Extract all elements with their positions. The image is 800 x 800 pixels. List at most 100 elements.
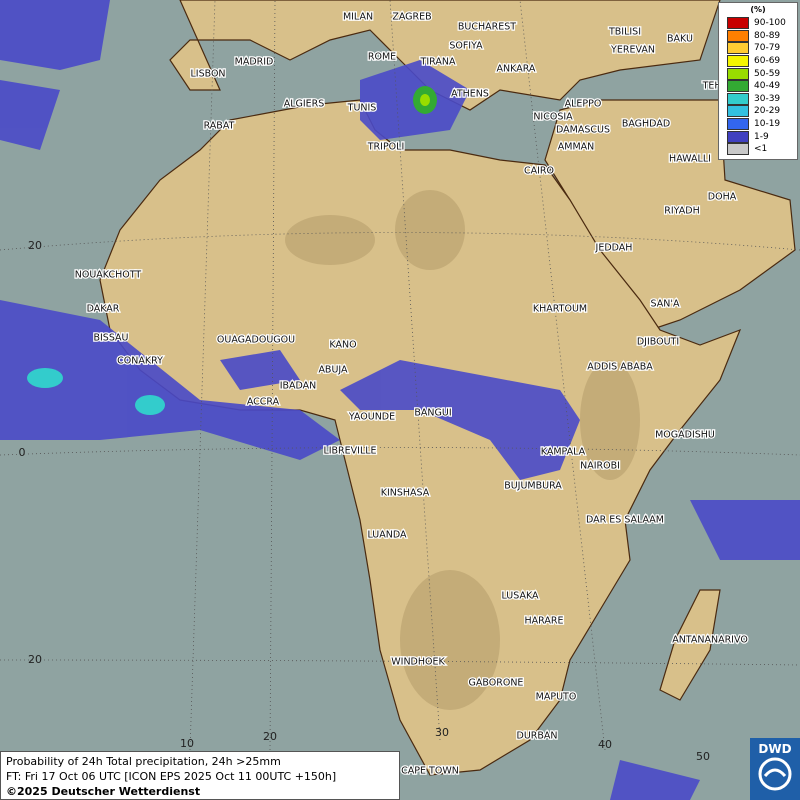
legend-swatch bbox=[727, 105, 749, 118]
legend-item: 70-79 bbox=[719, 42, 797, 55]
legend-swatch bbox=[727, 143, 749, 156]
legend-item: 60-69 bbox=[719, 55, 797, 68]
legend-item: 20-29 bbox=[719, 105, 797, 118]
city-label: RABAT bbox=[204, 121, 235, 132]
legend-swatch bbox=[727, 118, 749, 131]
city-label: KINSHASA bbox=[381, 488, 430, 499]
city-label: SOFIYA bbox=[449, 41, 483, 52]
city-label: ANTANANARIVO bbox=[672, 635, 748, 646]
legend-swatch bbox=[727, 29, 749, 42]
city-label: ACCRA bbox=[247, 397, 280, 408]
terrain bbox=[285, 190, 640, 710]
caption-line: ©2025 Deutscher Wetterdienst bbox=[6, 785, 201, 798]
city-label: KHARTOUM bbox=[533, 304, 587, 315]
graticule-label: 20 bbox=[263, 730, 277, 743]
city-label: DAKAR bbox=[87, 304, 120, 315]
city-label: TRIPOLI bbox=[367, 142, 405, 153]
city-label: MILAN bbox=[343, 12, 373, 23]
city-label: ATHENS bbox=[451, 89, 489, 100]
city-label: LIBREVILLE bbox=[323, 446, 376, 457]
city-label: IBADAN bbox=[280, 381, 317, 392]
city-label: BAGHDAD bbox=[622, 119, 670, 130]
legend-swatch bbox=[727, 55, 749, 68]
city-label: BUJUMBURA bbox=[504, 481, 562, 492]
city-label: LUSAKA bbox=[501, 591, 539, 602]
legend-label: 80-89 bbox=[754, 30, 781, 41]
city-label: LISBON bbox=[190, 69, 225, 80]
city-label: BANGUI bbox=[414, 408, 451, 419]
legend-swatch bbox=[727, 80, 749, 93]
legend-label: 60-69 bbox=[754, 56, 781, 67]
city-label: ADDIS ABABA bbox=[587, 362, 653, 373]
legend-item: 40-49 bbox=[719, 80, 797, 93]
city-label: KAMPALA bbox=[541, 447, 586, 458]
legend-item: 1-9 bbox=[719, 130, 797, 143]
city-label: NOUAKCHOTT bbox=[75, 270, 142, 281]
city-label: WINDHOEK bbox=[391, 657, 445, 668]
legend-label: 50-59 bbox=[754, 68, 781, 79]
city-label: HAWALLI bbox=[669, 154, 711, 165]
legend-item: <1 bbox=[719, 143, 797, 156]
legend-swatch bbox=[727, 92, 749, 105]
city-label: MADRID bbox=[235, 57, 274, 68]
legend-item: 90-100 bbox=[719, 17, 797, 30]
legend-label: 1-9 bbox=[754, 131, 769, 142]
city-label: HARARE bbox=[525, 616, 564, 627]
city-label: CAIRO bbox=[524, 166, 554, 177]
legend-label: 90-100 bbox=[754, 18, 786, 29]
graticule-label: 20 bbox=[28, 239, 42, 252]
city-label: MAPUTO bbox=[536, 692, 577, 703]
caption-line: FT: Fri 17 Oct 06 UTC [ICON EPS 2025 Oct… bbox=[6, 770, 337, 783]
caption-line: Probability of 24h Total precipitation, … bbox=[6, 755, 281, 768]
legend-item: 10-19 bbox=[719, 118, 797, 131]
city-label: DJIBOUTI bbox=[637, 337, 679, 348]
city-label: BAKU bbox=[667, 34, 693, 45]
graticule-label: 30 bbox=[435, 726, 449, 739]
city-label: DOHA bbox=[708, 192, 737, 203]
graticule bbox=[0, 0, 800, 751]
city-label: TBILISI bbox=[608, 27, 641, 38]
graticule-label: 10 bbox=[180, 737, 194, 750]
legend-label: <1 bbox=[754, 144, 768, 155]
legend-swatch bbox=[727, 67, 749, 80]
city-label: MOGADISHU bbox=[655, 430, 715, 441]
legend-label: 40-49 bbox=[754, 81, 781, 92]
city-label: ROME bbox=[368, 52, 396, 63]
city-label: ANKARA bbox=[497, 64, 536, 75]
legend-label: 70-79 bbox=[754, 43, 781, 54]
legend-label: 30-39 bbox=[754, 93, 781, 104]
city-label: YAOUNDE bbox=[348, 412, 395, 423]
precip-high bbox=[27, 86, 437, 415]
graticule-label: 50 bbox=[696, 750, 710, 763]
graticule-label: 0 bbox=[19, 446, 26, 459]
city-label: RIYADH bbox=[664, 206, 699, 217]
city-label: KANO bbox=[329, 340, 356, 351]
city-label: GABORONE bbox=[469, 678, 524, 689]
graticule-label: 40 bbox=[598, 738, 612, 751]
legend-title: (%) bbox=[750, 5, 766, 14]
city-label: BUCHAREST bbox=[458, 22, 516, 33]
city-label: TUNIS bbox=[347, 103, 377, 114]
city-label: NICOSIA bbox=[533, 112, 573, 123]
city-label: JEDDAH bbox=[595, 243, 633, 254]
city-label: LUANDA bbox=[367, 530, 407, 541]
legend: (%) 90-100 80-89 70-79 60-69 50-59 40-49 30-39… bbox=[718, 2, 798, 160]
city-label: YEREVAN bbox=[610, 45, 655, 56]
logo-icon bbox=[758, 757, 792, 791]
city-label: TIRANA bbox=[420, 57, 456, 68]
city-label: DAR ES SALAAM bbox=[586, 515, 664, 526]
city-label: DURBAN bbox=[517, 731, 558, 742]
legend-label: 20-29 bbox=[754, 106, 781, 117]
caption: Probability of 24h Total precipitation, … bbox=[0, 751, 400, 800]
land bbox=[99, 0, 796, 776]
city-label: CAPE TOWN bbox=[401, 766, 459, 777]
city-label: ABUJA bbox=[318, 365, 348, 376]
legend-item: 50-59 bbox=[719, 67, 797, 80]
logo-text: DWD bbox=[758, 742, 792, 756]
city-label: SAN'A bbox=[651, 299, 680, 310]
legend-item: 80-89 bbox=[719, 29, 797, 43]
legend-item: 30-39 bbox=[719, 92, 797, 106]
city-label: BISSAU bbox=[93, 333, 128, 344]
